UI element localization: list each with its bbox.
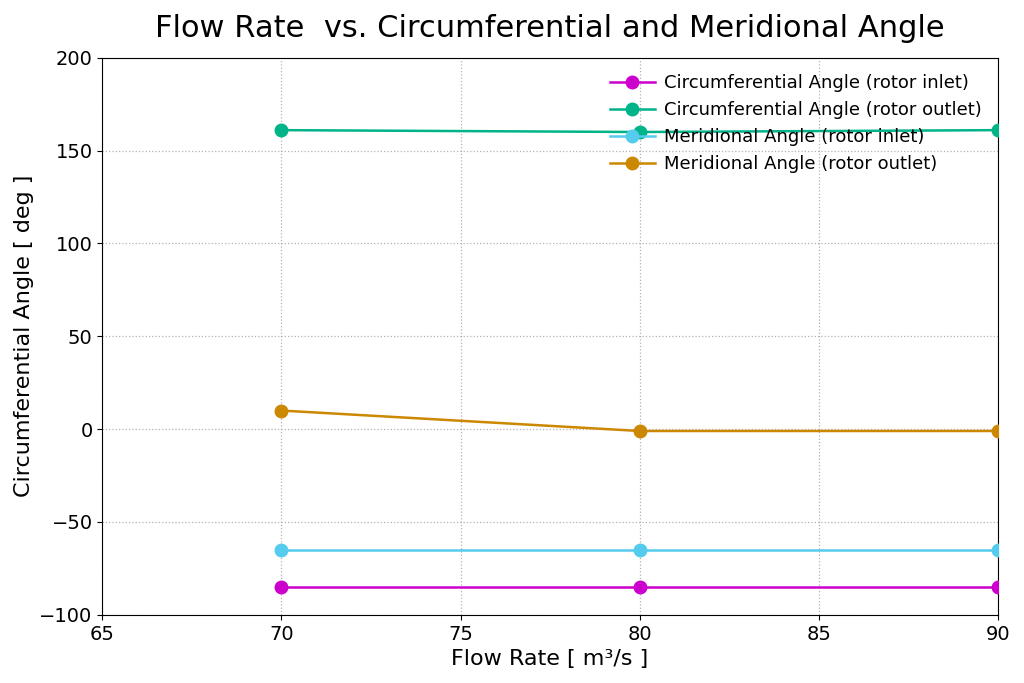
Line: Circumferential Angle (rotor inlet): Circumferential Angle (rotor inlet) xyxy=(275,581,1005,594)
Meridional Angle (rotor outlet) xyxy=(634,427,646,435)
Legend: Circumferential Angle (rotor inlet), Circumferential Angle (rotor outlet), Merid: Circumferential Angle (rotor inlet), Cir… xyxy=(602,67,989,180)
Meridional Angle (rotor outlet) xyxy=(991,427,1004,435)
Circumferential Angle (rotor inlet) xyxy=(634,583,646,591)
Circumferential Angle (rotor inlet) xyxy=(275,583,288,591)
Meridional Angle (rotor inlet) xyxy=(634,546,646,554)
Title: Flow Rate  vs. Circumferential and Meridional Angle: Flow Rate vs. Circumferential and Meridi… xyxy=(156,14,945,43)
Circumferential Angle (rotor inlet) xyxy=(991,583,1004,591)
Circumferential Angle (rotor outlet) xyxy=(991,126,1004,135)
Circumferential Angle (rotor outlet) xyxy=(634,128,646,136)
Y-axis label: Circumferential Angle [ deg ]: Circumferential Angle [ deg ] xyxy=(14,175,34,497)
X-axis label: Flow Rate [ m³/s ]: Flow Rate [ m³/s ] xyxy=(452,649,649,669)
Line: Meridional Angle (rotor inlet): Meridional Angle (rotor inlet) xyxy=(275,544,1005,556)
Meridional Angle (rotor outlet) xyxy=(275,406,288,415)
Meridional Angle (rotor inlet) xyxy=(275,546,288,554)
Circumferential Angle (rotor outlet) xyxy=(275,126,288,135)
Line: Circumferential Angle (rotor outlet): Circumferential Angle (rotor outlet) xyxy=(275,124,1005,138)
Meridional Angle (rotor inlet) xyxy=(991,546,1004,554)
Line: Meridional Angle (rotor outlet): Meridional Angle (rotor outlet) xyxy=(275,404,1005,437)
